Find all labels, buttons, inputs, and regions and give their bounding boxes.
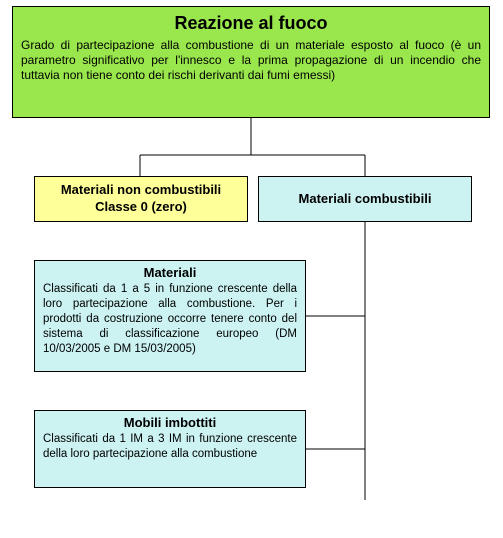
category-non-combustibili: Materiali non combustibili Classe 0 (zer… [34,176,248,222]
subbox-materiali: Materiali Classificati da 1 a 5 in funzi… [34,260,306,372]
subbox-mobili-title: Mobili imbottiti [43,415,297,430]
category-non-combustibili-line2: Classe 0 (zero) [95,199,187,216]
root-node: Reazione al fuoco Grado di partecipazion… [12,6,490,118]
category-non-combustibili-line1: Materiali non combustibili [61,182,221,199]
subbox-materiali-title: Materiali [43,265,297,280]
subbox-mobili-description: Classificati da 1 IM a 3 IM in funzione … [43,432,297,462]
subbox-mobili: Mobili imbottiti Classificati da 1 IM a … [34,410,306,488]
category-combustibili-label: Materiali combustibili [299,191,432,208]
root-description: Grado di partecipazione alla combustione… [21,38,481,83]
subbox-materiali-description: Classificati da 1 a 5 in funzione cresce… [43,282,297,357]
category-combustibili: Materiali combustibili [258,176,472,222]
root-title: Reazione al fuoco [21,13,481,34]
